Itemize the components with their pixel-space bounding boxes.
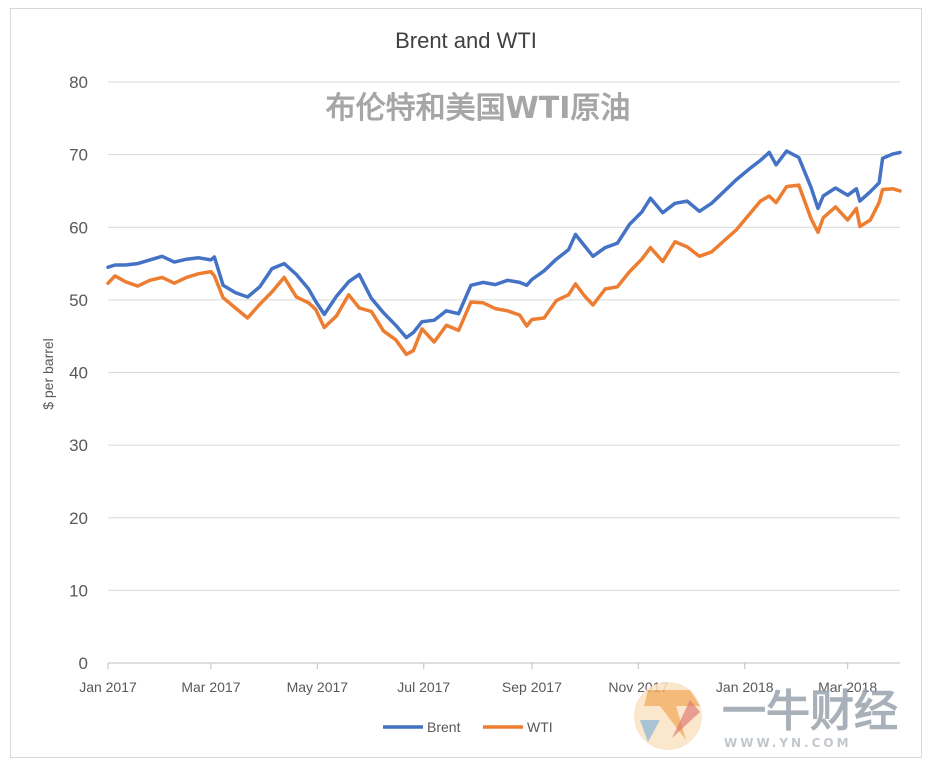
- watermark-logo-icon: [634, 682, 702, 750]
- series-lines: [106, 149, 902, 357]
- chart-title: Brent and WTI: [395, 28, 537, 53]
- x-tick-label: Jan 2017: [79, 679, 137, 695]
- legend-label-brent: Brent: [427, 719, 461, 735]
- x-tick-label: Jan 2018: [716, 679, 774, 695]
- series-line-brent: [106, 149, 902, 340]
- y-tick-label: 30: [69, 436, 88, 455]
- y-tick-label: 40: [69, 364, 88, 383]
- x-tick-label: May 2017: [287, 679, 349, 695]
- y-tick-label: 0: [79, 654, 88, 673]
- legend-label-wti: WTI: [527, 719, 553, 735]
- y-tick-label: 70: [69, 146, 88, 165]
- x-tick-label: Jul 2017: [397, 679, 450, 695]
- watermark-text: 一牛财经: [722, 686, 898, 737]
- y-tick-labels: 0 10 20 30 40 50 60 70 80: [69, 73, 88, 673]
- x-tick-label: Mar 2017: [181, 679, 240, 695]
- y-tick-label: 10: [69, 581, 88, 600]
- x-tick-label: Sep 2017: [502, 679, 562, 695]
- watermark: 一牛财经 WWW.YN.COM: [634, 682, 898, 750]
- watermark-url: WWW.YN.COM: [724, 736, 852, 750]
- x-ticks: Jan 2017 Mar 2017 May 2017 Jul 2017 Sep 2017…: [79, 663, 877, 695]
- legend: Brent WTI: [383, 719, 553, 735]
- y-tick-label: 80: [69, 73, 88, 92]
- y-tick-label: 20: [69, 509, 88, 528]
- y-tick-label: 50: [69, 291, 88, 310]
- x-tick-label: Mar 2018: [818, 679, 877, 695]
- chart-frame: [10, 8, 922, 758]
- chart-annotation: 布伦特和美国WTI原油: [326, 91, 631, 126]
- y-axis-label: $ per barrel: [40, 338, 56, 410]
- series-line-wti: [106, 183, 902, 357]
- y-tick-label: 60: [69, 218, 88, 237]
